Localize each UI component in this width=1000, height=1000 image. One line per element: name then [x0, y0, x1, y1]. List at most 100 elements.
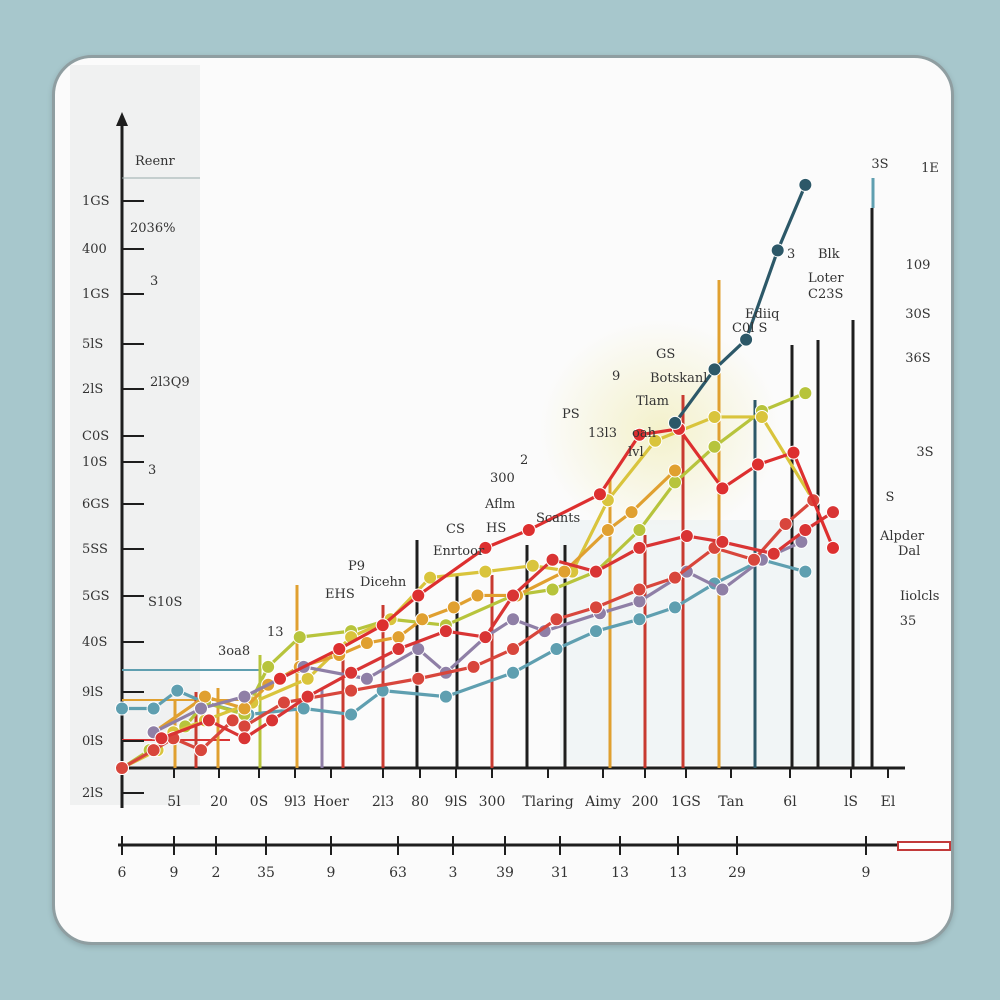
series-line: [152, 468, 677, 734]
data-point: [707, 439, 722, 454]
annotation-label: 13: [267, 625, 284, 640]
data-point: [747, 552, 761, 567]
data-point: [194, 701, 208, 716]
tick-labels: 1GS4001GS5lS2lSC0S10S6GS5SS5GS40S9lS0lS2…: [82, 194, 896, 881]
data-point: [549, 642, 564, 656]
x-tick-label: lS: [844, 794, 858, 810]
annotation-label: S10S: [148, 595, 182, 610]
annotation-label: Alpder: [879, 529, 925, 544]
data-point: [146, 743, 161, 758]
x-tick-label: 200: [632, 794, 659, 810]
shade-area: [560, 520, 860, 765]
vertical-stems: [173, 178, 875, 768]
annotation-label: Tlam: [636, 394, 669, 409]
x-tick-label: 300: [479, 794, 506, 810]
right-label: 3S: [916, 445, 933, 460]
y-tick-label: 400: [82, 242, 107, 257]
annotation-label: Aflm: [484, 497, 515, 512]
data-point: [557, 564, 572, 579]
annotation-label: Loter: [808, 271, 844, 286]
right-label: S: [886, 490, 895, 505]
x-tick-label: Aimy: [584, 794, 621, 810]
y-axis-arrow: [116, 112, 128, 126]
data-point: [739, 332, 754, 347]
annotation-label: lvl: [628, 445, 644, 460]
data-point: [715, 481, 730, 496]
y-tick-label: 40S: [82, 635, 107, 650]
data-point: [707, 409, 722, 424]
axis2-tick-label: 3: [449, 865, 458, 881]
annotation-label: 13l3: [588, 426, 617, 441]
data-point: [589, 600, 603, 615]
x-tick-label: Tlaring: [522, 794, 573, 810]
data-point: [154, 731, 169, 746]
annotation-label: C0l S: [732, 321, 767, 336]
x-tick-label: El: [881, 794, 896, 810]
data-point: [715, 534, 730, 549]
data-point: [549, 612, 564, 627]
data-point: [276, 695, 291, 710]
annotation-label: 2l3Q9: [150, 375, 190, 390]
axis2-tick-label: 31: [551, 865, 569, 881]
data-point: [632, 612, 647, 627]
series-7: [273, 421, 840, 686]
y-tick-label: 1GS: [82, 287, 110, 302]
data-point: [359, 671, 374, 686]
right-label: 36S: [905, 351, 930, 366]
data-point: [115, 761, 129, 775]
data-point: [506, 642, 521, 656]
annotation-label: Blk: [818, 247, 840, 262]
annotation-label: 3: [150, 274, 158, 289]
data-point: [478, 564, 493, 579]
data-point: [332, 642, 347, 656]
data-point: [292, 630, 307, 645]
data-point: [415, 612, 430, 627]
data-point: [786, 445, 801, 460]
y-tick-label: 5lS: [82, 337, 103, 352]
axis2-tick-label: 63: [389, 865, 407, 881]
data-point: [525, 558, 540, 573]
right-label: 109: [906, 258, 931, 273]
axes: [116, 112, 951, 851]
right-label: 3S: [871, 157, 888, 172]
axis2-tick-label: 29: [728, 865, 746, 881]
annotation-label: P9: [348, 559, 365, 574]
data-point: [344, 665, 359, 680]
data-point: [668, 463, 682, 478]
data-point: [300, 689, 315, 704]
data-point: [478, 630, 493, 645]
data-point: [592, 487, 607, 502]
x-tick-label: Tan: [718, 794, 744, 810]
data-point: [197, 689, 212, 704]
data-point: [798, 564, 813, 579]
right-label: 35: [900, 614, 917, 629]
data-point: [466, 659, 481, 674]
data-point: [798, 523, 813, 537]
annotation-label: 300: [490, 471, 515, 486]
data-point: [624, 505, 639, 520]
annotation-label: EHS: [325, 587, 355, 602]
annotation-label: Botskanl: [650, 371, 707, 386]
data-point: [115, 701, 129, 716]
data-point: [545, 582, 560, 597]
y-tick-label: C0S: [82, 429, 109, 444]
x-tick-label: 2l3: [372, 794, 394, 810]
x-tick-label: 20: [210, 794, 228, 810]
data-point: [826, 505, 840, 520]
data-point: [237, 701, 252, 716]
data-point: [754, 409, 769, 424]
y-tick-label: 5SS: [82, 542, 108, 557]
data-point: [545, 552, 560, 567]
annotation-label: PS: [562, 407, 580, 422]
y-tick-label: 1GS: [82, 194, 110, 209]
data-point: [632, 594, 647, 609]
right-label: 30S: [905, 307, 930, 322]
axis2-tick-label: 35: [257, 865, 275, 881]
data-point: [146, 701, 161, 716]
x-tick-label: 5l: [167, 794, 181, 810]
data-point: [750, 457, 765, 472]
x-tick-label: 9l3: [284, 794, 306, 810]
data-point: [438, 624, 453, 639]
axis2-tick-label: 13: [611, 865, 629, 881]
